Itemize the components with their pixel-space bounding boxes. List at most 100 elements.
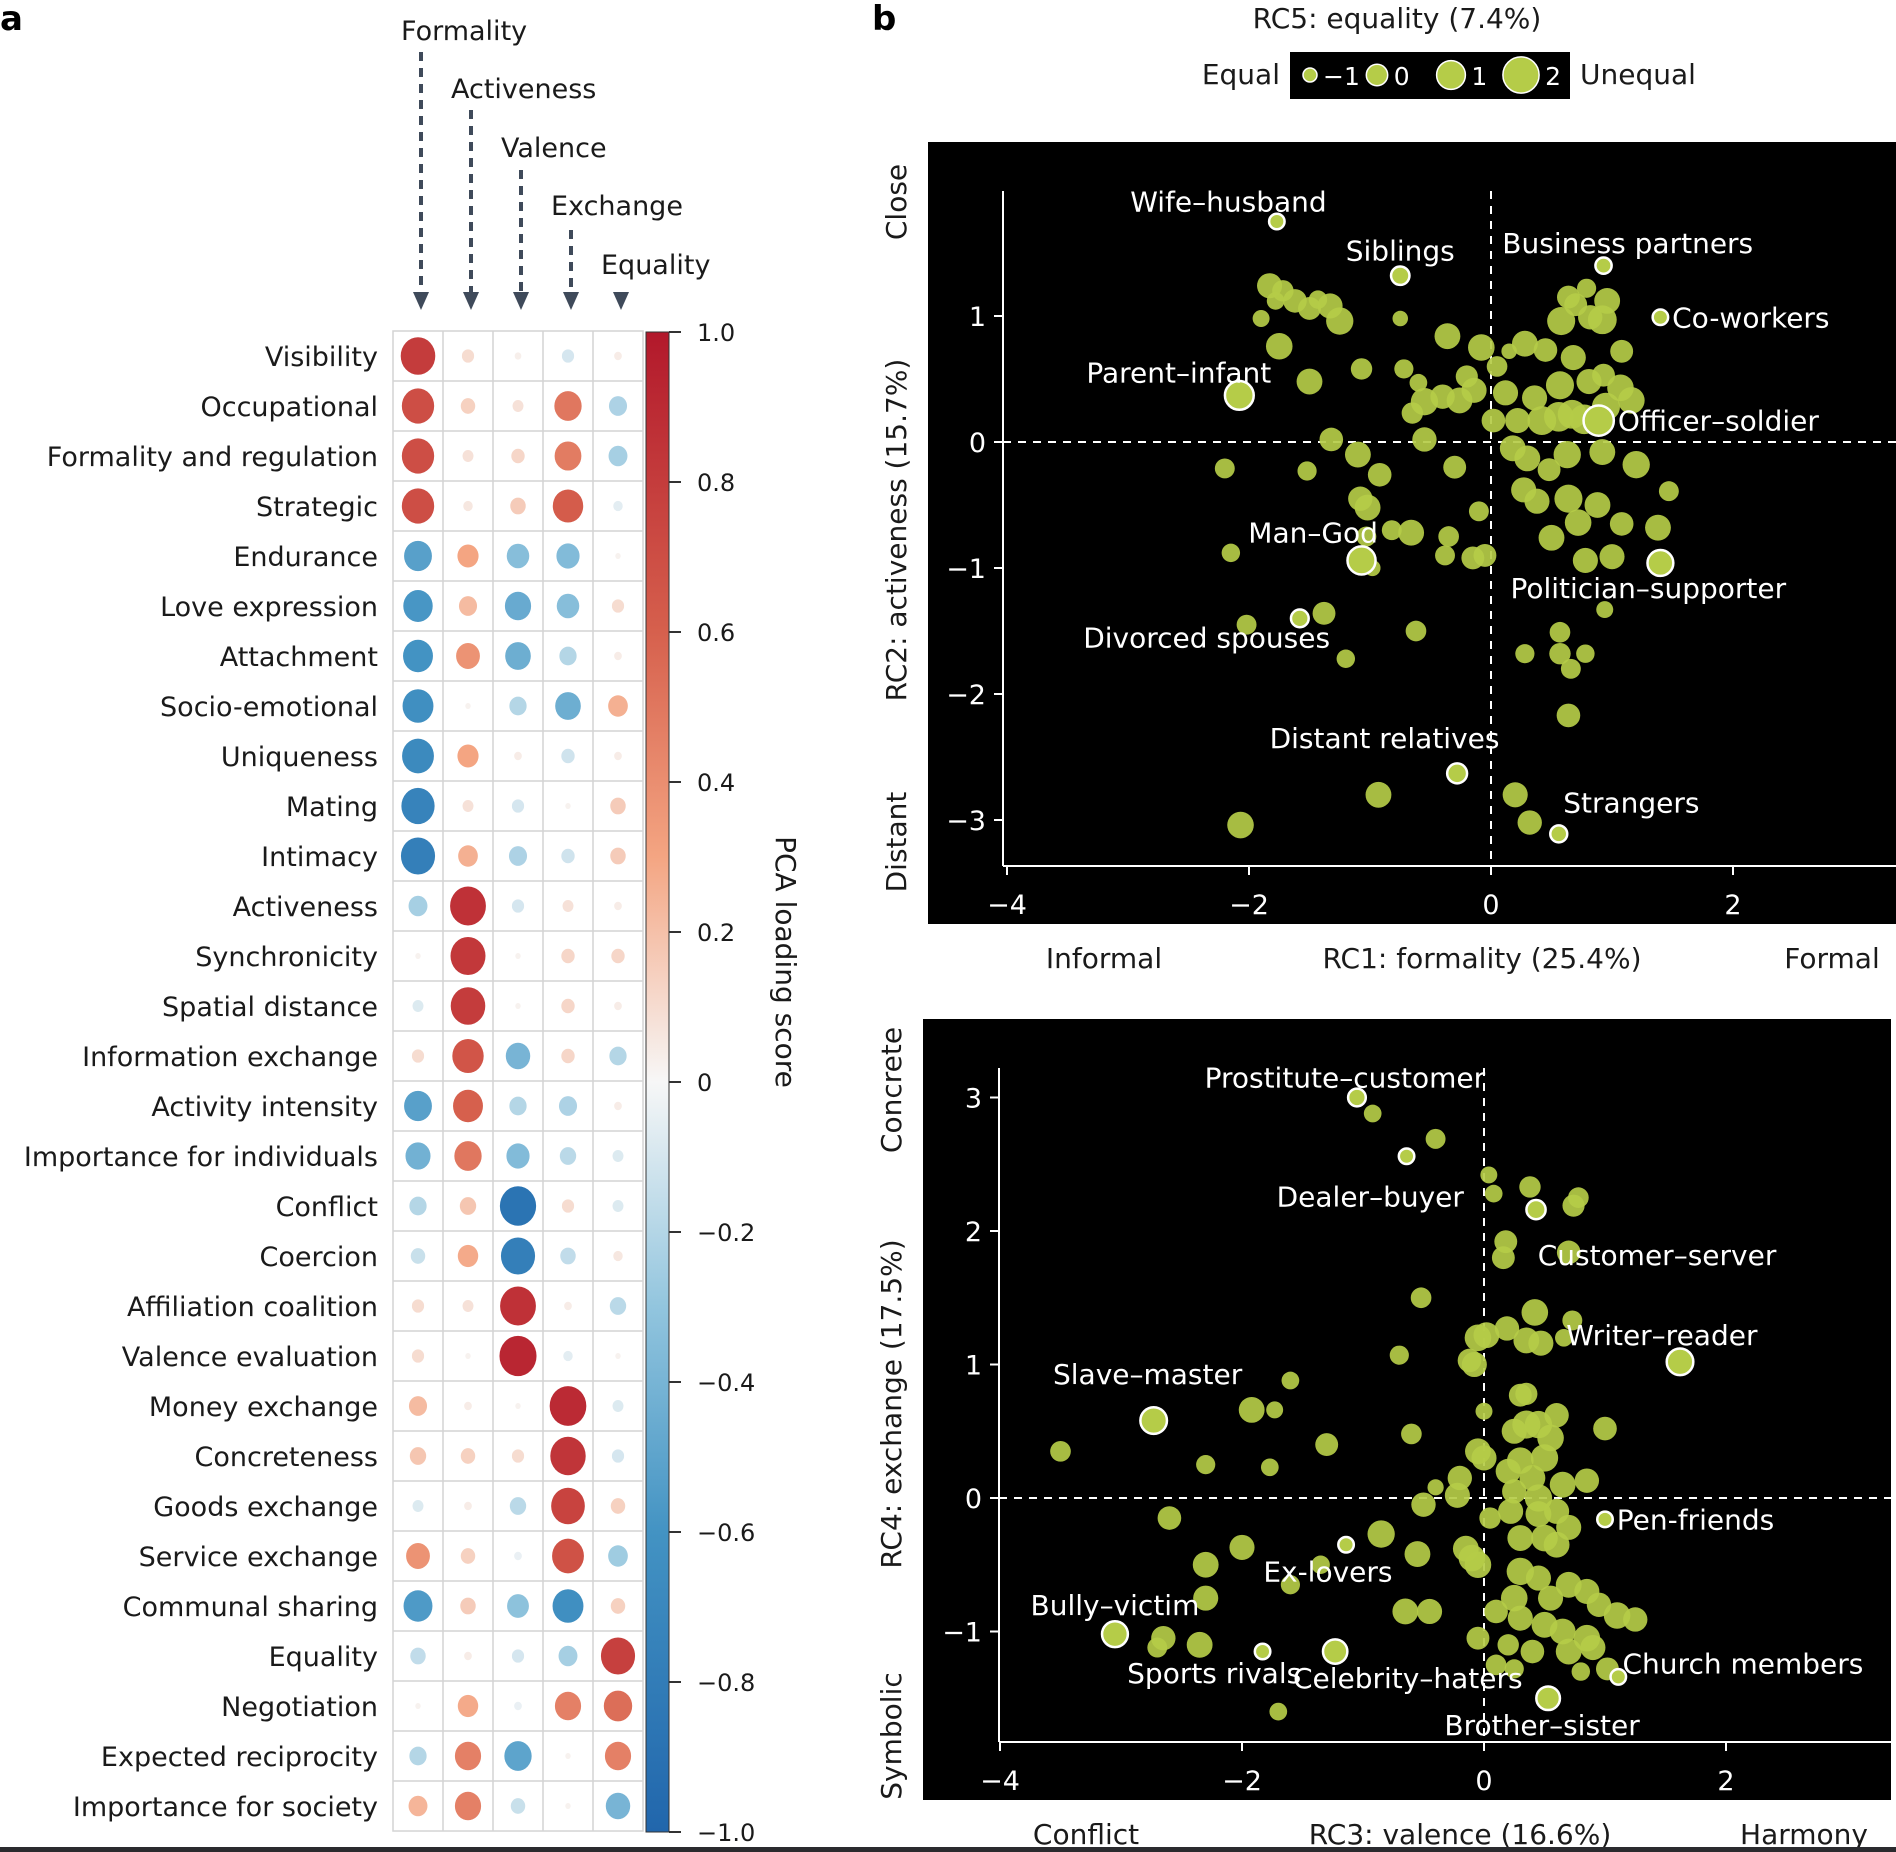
data-point bbox=[1252, 310, 1270, 327]
y-tick-label: 3 bbox=[965, 1084, 982, 1115]
data-point bbox=[1593, 1416, 1617, 1441]
data-point bbox=[1528, 1330, 1554, 1356]
loading-dot bbox=[460, 398, 476, 414]
loading-dot bbox=[559, 1147, 577, 1165]
point-label: Politician–supporter bbox=[1510, 572, 1786, 605]
row-label: Love expression bbox=[160, 592, 378, 623]
data-point bbox=[1344, 441, 1371, 468]
loading-dot bbox=[406, 1543, 430, 1569]
loading-dot bbox=[561, 1199, 575, 1213]
labeled-data-point bbox=[1582, 404, 1616, 437]
data-point bbox=[1326, 307, 1354, 335]
data-point bbox=[1417, 1598, 1443, 1625]
data-point bbox=[1576, 368, 1602, 395]
loading-dot bbox=[511, 899, 525, 913]
loading-dot bbox=[462, 800, 474, 812]
loading-dot bbox=[454, 1791, 482, 1821]
arrow-down-icon bbox=[613, 292, 629, 310]
y-tick-label: −1 bbox=[942, 1618, 982, 1649]
loading-dot bbox=[511, 799, 525, 813]
loading-dot bbox=[400, 337, 436, 375]
row-label: Visibility bbox=[265, 342, 378, 373]
labeled-data-point bbox=[1346, 545, 1377, 576]
data-point bbox=[1492, 380, 1519, 406]
data-point bbox=[1576, 644, 1595, 663]
row-label: Negotiation bbox=[221, 1692, 378, 1723]
data-point bbox=[1555, 1638, 1582, 1665]
loading-dot bbox=[456, 643, 480, 669]
data-point bbox=[1484, 1599, 1508, 1624]
data-point bbox=[1571, 1662, 1591, 1681]
x-axis-low-label: Informal bbox=[1046, 942, 1162, 975]
colorbar-tick-label: 0 bbox=[697, 1069, 712, 1097]
y-tick-label: 0 bbox=[965, 1484, 982, 1515]
data-point bbox=[1398, 519, 1425, 546]
loading-dot bbox=[561, 349, 575, 363]
column-header-valence: Valence bbox=[501, 133, 607, 164]
row-label: Attachment bbox=[220, 642, 378, 673]
loading-dot bbox=[401, 787, 435, 825]
colorbar-tick-label: −1.0 bbox=[697, 1819, 755, 1847]
x-axis-high-label: Harmony bbox=[1740, 1818, 1868, 1851]
data-point bbox=[1560, 658, 1581, 679]
bottom-strip bbox=[0, 1847, 1896, 1852]
data-point bbox=[1501, 1418, 1527, 1444]
loading-dot bbox=[459, 1197, 477, 1215]
loading-dot bbox=[405, 1142, 431, 1170]
data-point bbox=[1221, 543, 1241, 563]
labeled-data-point bbox=[1596, 1510, 1614, 1529]
loading-dot bbox=[452, 1038, 484, 1074]
loading-dot bbox=[504, 1741, 532, 1771]
loading-dot bbox=[465, 703, 471, 709]
labeled-data-point bbox=[1139, 1406, 1169, 1436]
loading-dot bbox=[404, 1090, 432, 1122]
loading-dot bbox=[514, 751, 522, 761]
point-label: Parent–infant bbox=[1086, 357, 1271, 390]
data-point bbox=[1050, 1440, 1071, 1462]
data-point bbox=[1434, 323, 1461, 350]
y-tick-label: −1 bbox=[946, 554, 986, 585]
row-label: Formality and regulation bbox=[47, 442, 378, 473]
labeled-data-point bbox=[1389, 265, 1411, 287]
size-legend-value: −1 bbox=[1323, 62, 1360, 91]
loading-dot bbox=[514, 1551, 522, 1561]
data-point bbox=[1319, 427, 1344, 452]
y-axis-title: RC2: activeness (15.7%) bbox=[880, 359, 913, 702]
data-point bbox=[1227, 811, 1254, 839]
data-point bbox=[1498, 1498, 1524, 1524]
loading-dot bbox=[561, 1048, 575, 1064]
panel-b-letter: b bbox=[872, 0, 896, 39]
point-label: Divorced spouses bbox=[1083, 621, 1330, 654]
loading-dot bbox=[510, 1798, 526, 1814]
loading-dot bbox=[555, 692, 581, 720]
loading-dot bbox=[506, 1143, 530, 1169]
point-label: Ex-lovers bbox=[1263, 1555, 1392, 1588]
size-legend: RC5: equality (7.4%) Equal −1 0 1 2 Unequal bbox=[1202, 2, 1696, 99]
row-label: Affiliation coalition bbox=[127, 1292, 378, 1323]
x-tick-label: 2 bbox=[1724, 890, 1741, 921]
data-point bbox=[1555, 1328, 1573, 1347]
data-point bbox=[1497, 1634, 1519, 1656]
data-point bbox=[1381, 520, 1402, 541]
loading-dot bbox=[411, 1299, 425, 1313]
x-tick-label: −4 bbox=[987, 890, 1027, 921]
colorbar-tick-label: 0.2 bbox=[697, 919, 735, 947]
data-point bbox=[1238, 1396, 1265, 1423]
data-point bbox=[1311, 1555, 1330, 1574]
point-label: Man–God bbox=[1248, 517, 1378, 550]
loading-dot bbox=[457, 1244, 479, 1268]
heatmap-cells bbox=[400, 337, 636, 1821]
data-point bbox=[1515, 1382, 1538, 1405]
labeled-data-point bbox=[1223, 379, 1255, 412]
labeled-data-point bbox=[1267, 212, 1286, 231]
loading-dot bbox=[611, 599, 625, 613]
data-point bbox=[1214, 458, 1235, 479]
loading-dot bbox=[460, 1597, 476, 1615]
loading-dot bbox=[514, 1701, 522, 1711]
loading-dot bbox=[565, 1753, 571, 1759]
loading-dot bbox=[615, 553, 621, 559]
loading-dot bbox=[563, 1350, 573, 1362]
data-point bbox=[1522, 385, 1548, 411]
point-label: Pen-friends bbox=[1617, 1503, 1774, 1536]
colorbar-ticks: 1.0 0.8 0.6 0.4 0.2 0 −0.2 −0.4 −0.6 −0.8 −1.0 bbox=[669, 319, 755, 1847]
